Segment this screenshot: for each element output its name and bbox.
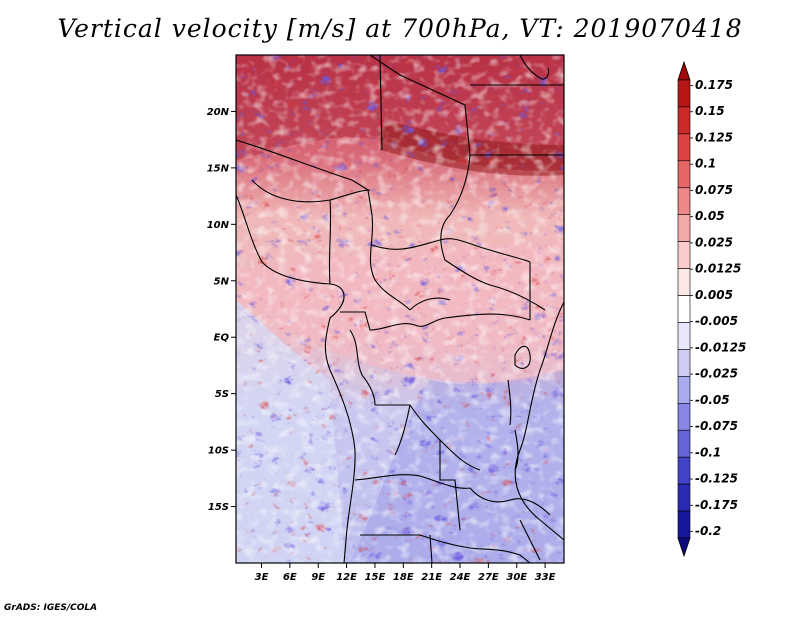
colorbar-segment (677, 79, 691, 108)
colorbar-segment (677, 376, 691, 404)
colorbar-label: 0.125 (695, 130, 733, 144)
colorbar-label: -0.125 (695, 472, 738, 486)
colorbar-label: -0.075 (695, 419, 738, 433)
lon-tick-label: 15E (365, 572, 386, 583)
colorbar-label: -0.2 (695, 524, 721, 538)
colorbar-label: 0.1 (695, 157, 716, 171)
lat-tick-label: 20N (207, 107, 230, 118)
colorbar-segment (677, 322, 691, 350)
colorbar-segment (677, 187, 691, 216)
lon-tick-label: 3E (255, 572, 269, 583)
colorbar-label: -0.1 (695, 445, 721, 459)
colorbar-label: 0.175 (695, 78, 733, 92)
lon-tick-label: 18E (393, 572, 414, 583)
lat-tick-label: 5S (215, 389, 229, 400)
lat-tick-label: 15S (208, 502, 229, 513)
colorbar-bottom-arrow (677, 537, 691, 558)
lon-tick-label: 24E (450, 572, 471, 583)
colorbar-label: 0.0125 (695, 262, 741, 276)
colorbar-segment (677, 483, 691, 512)
colorbar-segment (677, 429, 691, 458)
colorbar-segment (677, 106, 691, 135)
lon-tick-label: 33E (535, 572, 556, 583)
colorbar-label: -0.0125 (695, 340, 746, 354)
map-frame (235, 54, 565, 564)
colorbar: 0.175 0.15 0.125 0.1 0.075 0.05 0.025 0.0125 0.0… (677, 60, 746, 558)
colorbar-top-arrow (677, 60, 691, 81)
colorbar-segment (677, 349, 691, 377)
lon-tick-label: 27E (478, 572, 499, 583)
colorbar-label: -0.175 (695, 498, 738, 512)
velocity-field (236, 55, 564, 563)
colorbar-segment (677, 456, 691, 485)
lon-tick-label: 30E (506, 572, 527, 583)
lon-tick-label: 12E (336, 572, 357, 583)
country-borders (236, 55, 564, 563)
colorbar-label: 0.15 (695, 104, 725, 118)
colorbar-segment (677, 214, 691, 242)
latitude-axis: 20N 15N 10N 5N EQ 5S 10S 15S (207, 107, 236, 513)
lon-tick-label: 9E (311, 572, 325, 583)
lon-tick-label: 21E (421, 572, 442, 583)
lat-tick-label: 10N (207, 220, 230, 231)
lon-tick-label: 6E (283, 572, 297, 583)
colorbar-label: 0.025 (695, 235, 733, 249)
colorbar-segment (677, 160, 691, 189)
grads-credit: GrADS: IGES/COLA (4, 603, 98, 613)
colorbar-label: 0.005 (695, 288, 733, 302)
colorbar-segment (677, 510, 691, 539)
colorbar-segment (677, 133, 691, 162)
colorbar-segment (677, 268, 691, 296)
longitude-axis: 3E 6E 9E 12E 15E 18E 21E 24E 27E 30E 33E (255, 563, 556, 583)
colorbar-segment (677, 295, 691, 323)
colorbar-label: 0.05 (695, 209, 725, 223)
lat-tick-label: 15N (207, 163, 230, 174)
colorbar-label: 0.075 (695, 183, 733, 197)
map-title: Vertical velocity [m/s] at 700hPa, VT: 2… (57, 14, 743, 43)
lat-tick-label: 5N (214, 276, 230, 287)
lat-tick-label: EQ (214, 333, 230, 344)
lat-tick-label: 10S (208, 446, 229, 457)
colorbar-label: -0.05 (695, 393, 730, 407)
colorbar-segment (677, 241, 691, 269)
colorbar-label: -0.025 (695, 367, 738, 381)
colorbar-segment (677, 402, 691, 431)
colorbar-label: -0.005 (695, 314, 738, 328)
